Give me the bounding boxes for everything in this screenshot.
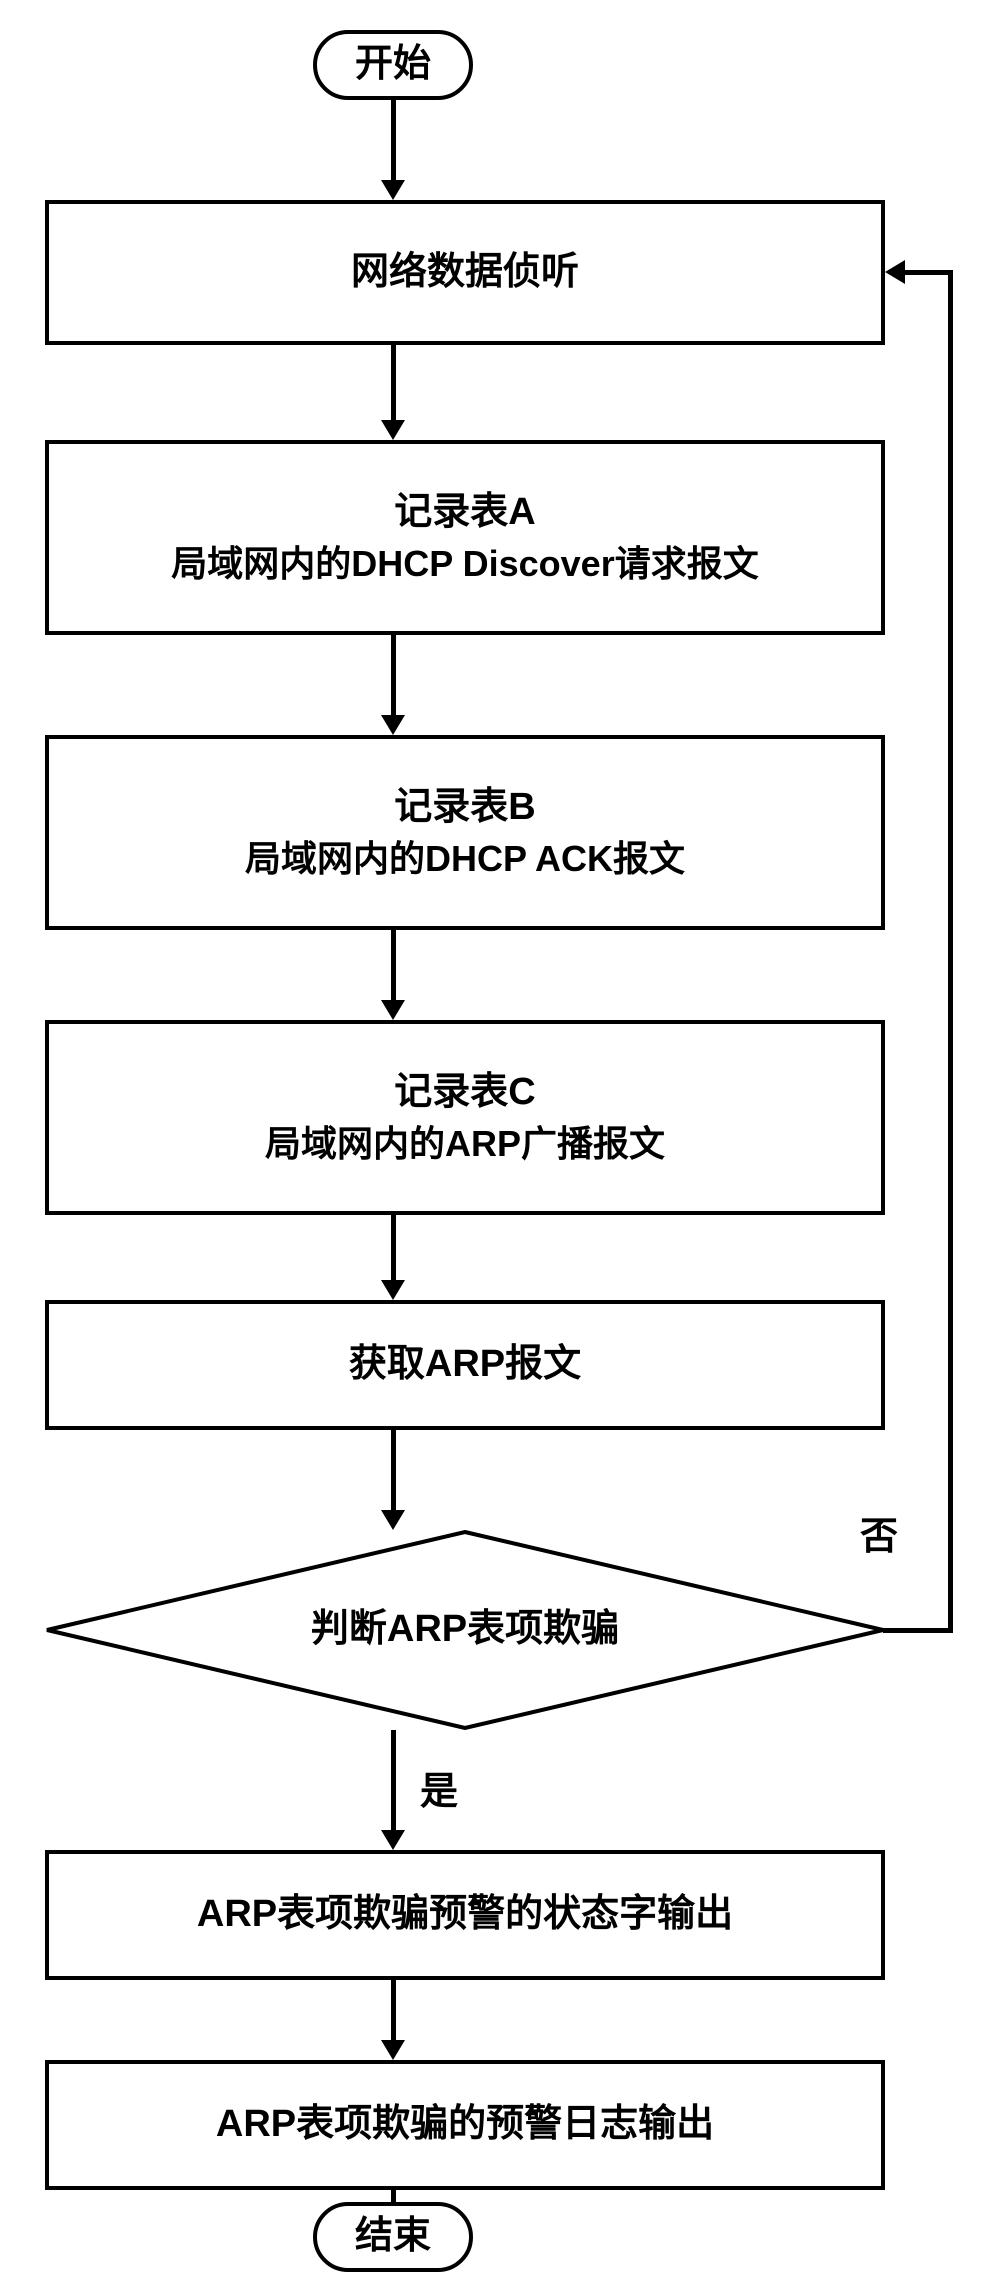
end-label: 结束 [355, 2210, 431, 2263]
start-label: 开始 [355, 38, 431, 91]
arrowhead-no-loop [885, 260, 905, 284]
step2-title: 记录表A [394, 486, 535, 539]
decision-label: 判断ARP表项欺骗 [311, 1603, 619, 1656]
step1-label: 网络数据侦听 [351, 246, 579, 299]
arrow-step4-step5 [391, 1215, 396, 1280]
step2-node: 记录表A 局域网内的DHCP Discover请求报文 [45, 440, 885, 635]
step6-label: ARP表项欺骗预警的状态字输出 [197, 1888, 733, 1941]
arrowhead-decision-step6 [381, 1830, 405, 1850]
arrowhead-step5-decision [381, 1510, 405, 1530]
arrowhead-step6-step7 [381, 2040, 405, 2060]
arrow-step1-step2 [391, 345, 396, 420]
step4-title: 记录表C [394, 1066, 535, 1119]
step3-title: 记录表B [394, 781, 535, 834]
step7-node: ARP表项欺骗的预警日志输出 [45, 2060, 885, 2190]
arrow-decision-step6 [391, 1730, 396, 1830]
start-node: 开始 [313, 30, 473, 100]
flowchart-container: 开始 网络数据侦听 记录表A 局域网内的DHCP Discover请求报文 记录… [0, 0, 986, 2277]
no-loop-v [948, 270, 953, 1633]
arrowhead-step1-step2 [381, 420, 405, 440]
arrow-start-step1 [391, 100, 396, 180]
no-loop-h1 [883, 1628, 948, 1633]
arrowhead-start-step1 [381, 180, 405, 200]
arrowhead-step3-step4 [381, 1000, 405, 1020]
arrowhead-step4-step5 [381, 1280, 405, 1300]
step2-subtitle: 局域网内的DHCP Discover请求报文 [171, 539, 758, 589]
step7-label: ARP表项欺骗的预警日志输出 [216, 2098, 714, 2151]
yes-label: 是 [420, 1760, 458, 1815]
end-node: 结束 [313, 2202, 473, 2272]
arrowhead-step2-step3 [381, 715, 405, 735]
decision-node: 判断ARP表项欺骗 [45, 1530, 885, 1730]
step3-subtitle: 局域网内的DHCP ACK报文 [245, 834, 685, 884]
arrow-step5-decision [391, 1430, 396, 1510]
step4-subtitle: 局域网内的ARP广播报文 [265, 1119, 665, 1169]
step6-node: ARP表项欺骗预警的状态字输出 [45, 1850, 885, 1980]
step3-node: 记录表B 局域网内的DHCP ACK报文 [45, 735, 885, 930]
step5-node: 获取ARP报文 [45, 1300, 885, 1430]
step1-node: 网络数据侦听 [45, 200, 885, 345]
step5-label: 获取ARP报文 [349, 1338, 581, 1391]
no-loop-h2 [905, 270, 953, 275]
arrow-step3-step4 [391, 930, 396, 1000]
arrow-step6-step7 [391, 1980, 396, 2040]
arrow-step2-step3 [391, 635, 396, 715]
step4-node: 记录表C 局域网内的ARP广播报文 [45, 1020, 885, 1215]
